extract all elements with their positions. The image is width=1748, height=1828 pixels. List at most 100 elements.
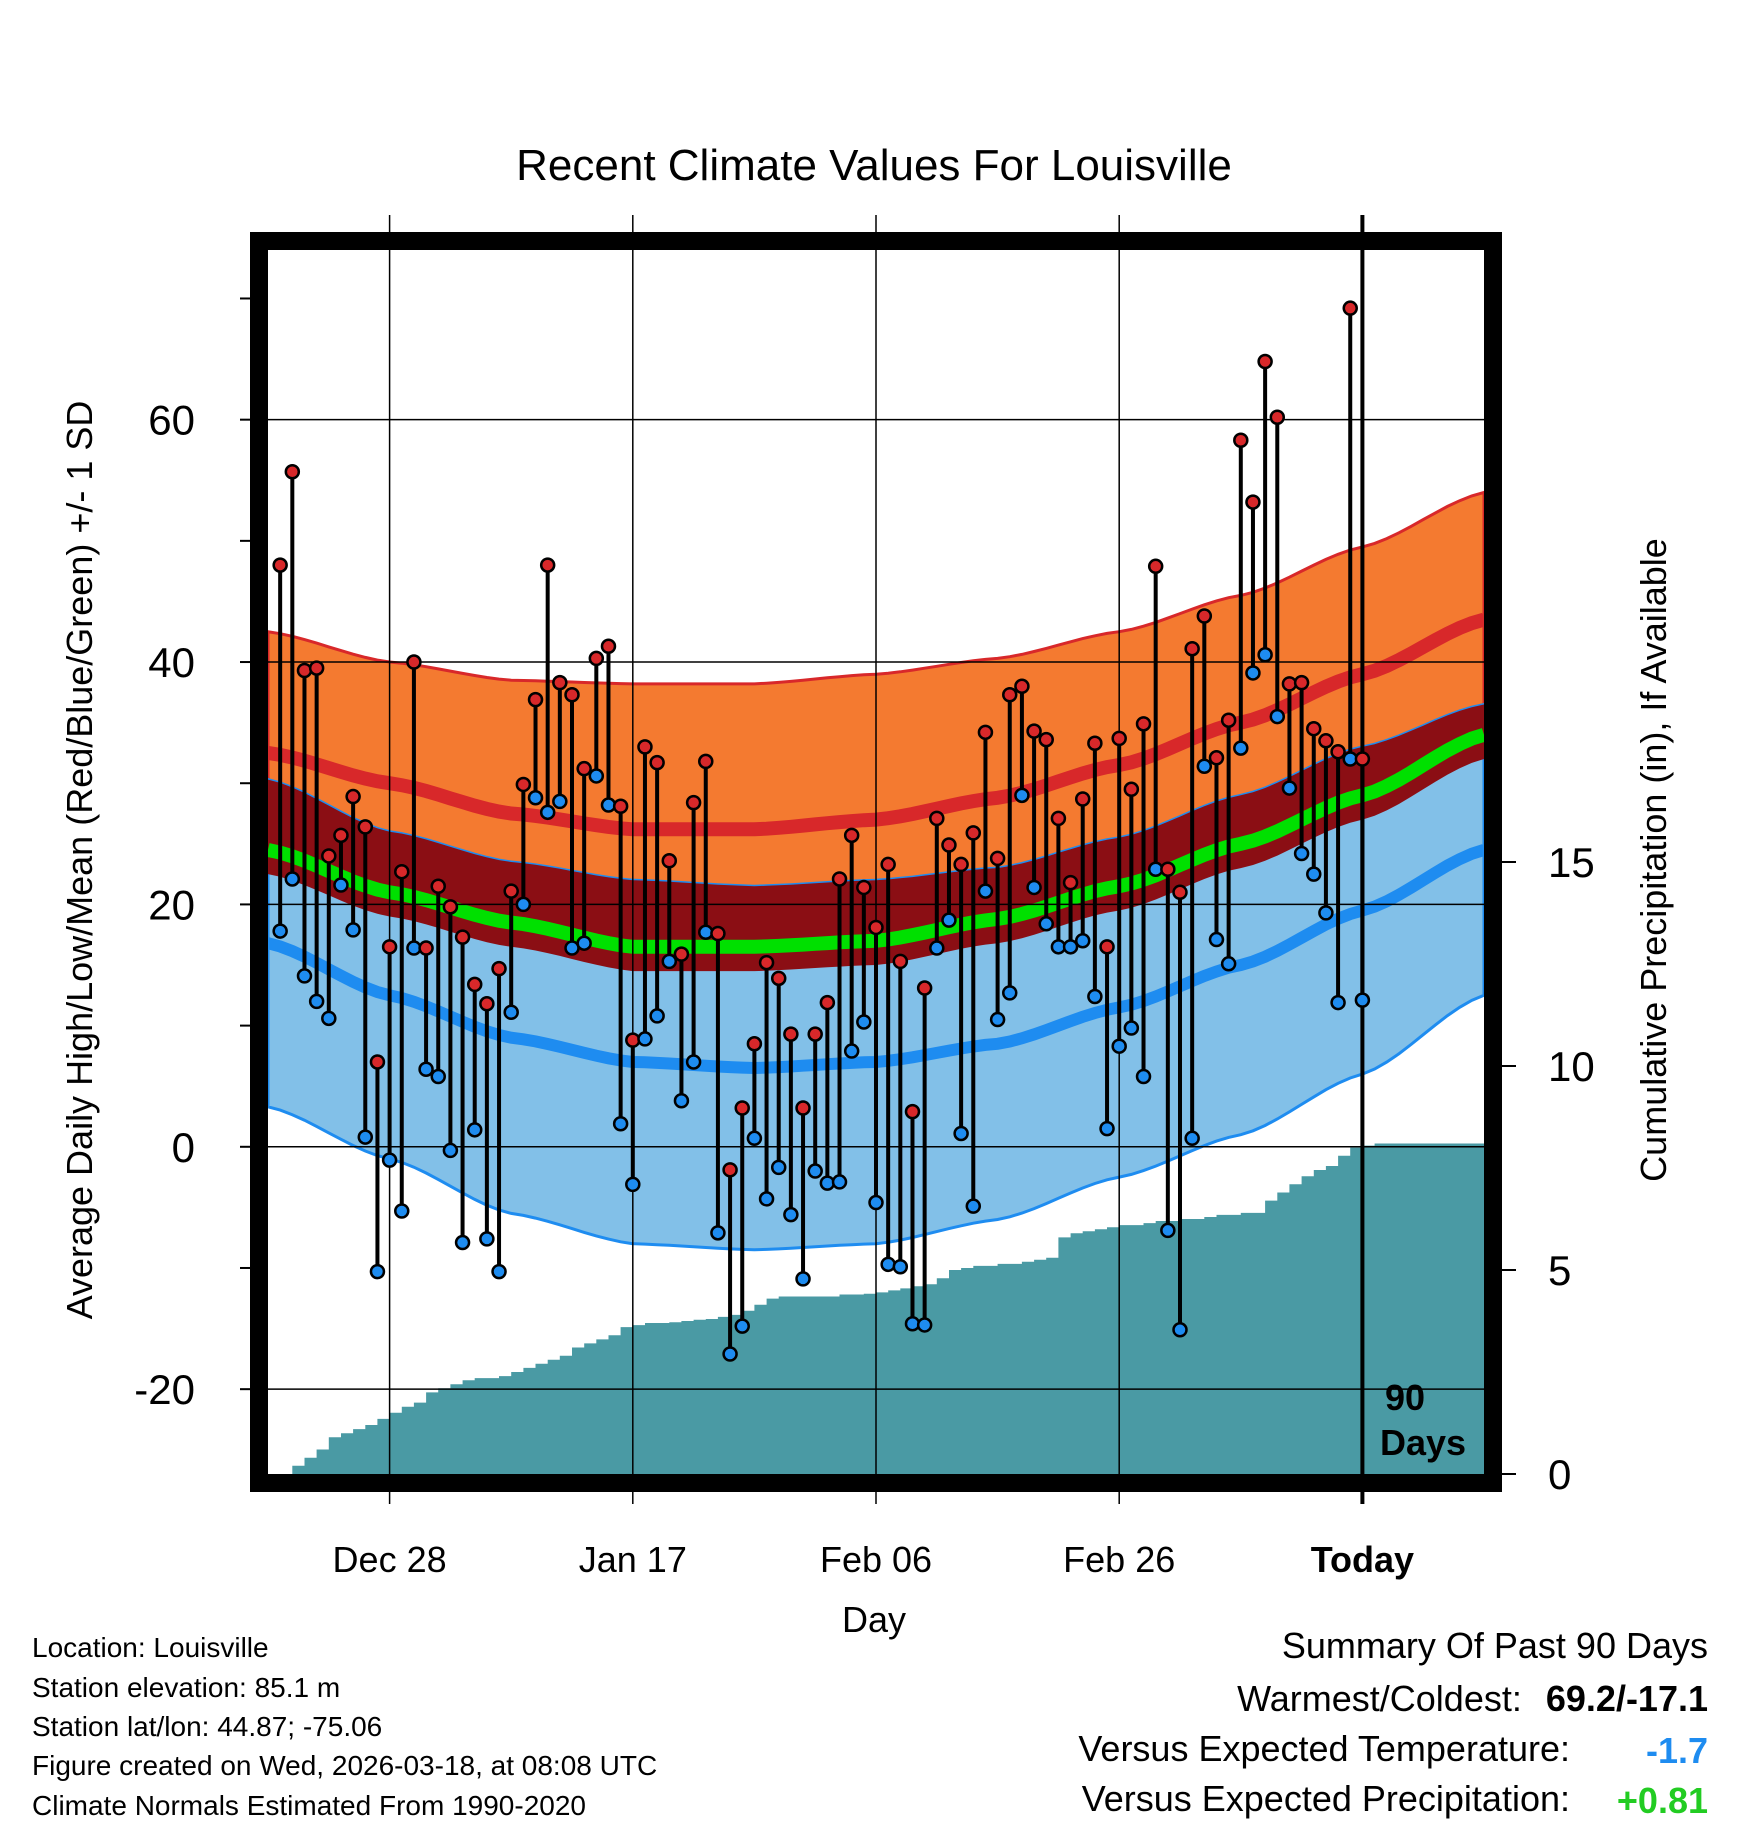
low-point xyxy=(758,1191,775,1207)
low-point xyxy=(807,1163,823,1179)
low-point xyxy=(856,1014,872,1030)
high-point xyxy=(1306,720,1322,737)
x-tick-label: Dec 28 xyxy=(333,1539,447,1580)
low-point xyxy=(989,1011,1006,1028)
high-point xyxy=(673,946,690,962)
high-point xyxy=(710,925,726,942)
high-point xyxy=(831,871,848,887)
high-point xyxy=(394,863,410,880)
low-point xyxy=(1184,1130,1200,1147)
low-point xyxy=(539,804,556,821)
high-point xyxy=(1050,810,1067,827)
low-point xyxy=(588,768,605,784)
low-point xyxy=(1269,708,1286,725)
low-point xyxy=(1233,740,1249,756)
high-point xyxy=(661,853,678,869)
high-point xyxy=(989,850,1006,867)
high-point xyxy=(479,996,495,1012)
high-point xyxy=(685,794,702,811)
high-point xyxy=(1245,494,1261,510)
high-point xyxy=(1099,939,1115,955)
high-point xyxy=(503,883,519,899)
high-point xyxy=(1233,432,1249,449)
high-point xyxy=(1330,743,1346,760)
high-point xyxy=(1123,781,1140,798)
low-point xyxy=(479,1231,495,1247)
low-point xyxy=(1099,1120,1115,1137)
high-point xyxy=(442,899,459,915)
high-point xyxy=(1269,409,1286,425)
low-point xyxy=(722,1346,738,1362)
high-point xyxy=(466,976,483,993)
low-point xyxy=(308,993,325,1010)
low-point xyxy=(916,1317,933,1333)
high-point xyxy=(1172,884,1188,901)
low-point xyxy=(929,940,945,956)
low-point xyxy=(977,883,994,899)
low-point xyxy=(710,1225,726,1241)
y2-tick-label: 10 xyxy=(1548,1043,1595,1090)
precip-anomaly-label: Versus Expected Precipitation: xyxy=(1081,1778,1570,1819)
low-point xyxy=(1111,1038,1127,1054)
today-days-label: 90 xyxy=(1385,1377,1425,1418)
warm-cold-value: 69.2/-17.1 xyxy=(1545,1678,1708,1719)
high-point xyxy=(1160,861,1176,878)
high-point xyxy=(418,940,434,956)
high-point xyxy=(576,760,592,777)
high-point xyxy=(916,980,933,996)
high-point xyxy=(406,654,422,670)
low-point xyxy=(369,1263,386,1280)
high-point xyxy=(1135,716,1152,732)
high-point xyxy=(819,994,836,1011)
high-point xyxy=(369,1054,386,1070)
today-days-label-2: Days xyxy=(1380,1422,1466,1463)
warm-cold-label: Warmest/Coldest: xyxy=(1237,1678,1522,1719)
high-point xyxy=(1147,558,1164,575)
low-point xyxy=(637,1031,653,1047)
low-point xyxy=(673,1092,690,1109)
low-point xyxy=(734,1318,750,1334)
high-point xyxy=(1184,640,1200,657)
high-point xyxy=(1026,723,1042,739)
low-point xyxy=(1002,985,1018,1001)
high-point xyxy=(308,660,325,676)
low-point xyxy=(418,1061,434,1077)
high-point xyxy=(527,691,544,708)
low-point xyxy=(770,1159,787,1176)
x-tick-label: Feb 26 xyxy=(1063,1539,1175,1580)
low-point xyxy=(1208,931,1225,948)
low-point xyxy=(1245,665,1261,681)
low-point xyxy=(1087,988,1103,1005)
high-point xyxy=(953,856,969,873)
high-point xyxy=(698,753,714,770)
high-point xyxy=(795,1100,811,1116)
y-tick-label: -20 xyxy=(134,1366,195,1413)
low-point xyxy=(333,877,349,893)
low-point xyxy=(746,1130,763,1147)
high-point xyxy=(612,798,629,815)
high-point xyxy=(1342,300,1358,316)
summary-title: Summary Of Past 90 Days xyxy=(1281,1625,1708,1666)
low-point xyxy=(1257,647,1273,663)
low-point xyxy=(625,1176,641,1193)
low-point xyxy=(868,1194,884,1211)
low-point xyxy=(685,1054,702,1070)
high-point xyxy=(284,464,301,480)
meta-created: Figure created on Wed, 2026-03-18, at 08… xyxy=(32,1750,658,1781)
high-point xyxy=(856,879,872,896)
high-point xyxy=(345,788,361,805)
low-point xyxy=(576,935,592,951)
high-point xyxy=(381,939,398,955)
low-point xyxy=(1074,933,1091,949)
meta-normals: Climate Normals Estimated From 1990-2020 xyxy=(32,1790,586,1821)
y-tick-label: 40 xyxy=(148,639,195,686)
low-point xyxy=(1123,1020,1140,1036)
temp-anomaly-value: -1.7 xyxy=(1645,1730,1708,1771)
high-point xyxy=(333,827,349,844)
low-point xyxy=(880,1256,896,1273)
x-axis-label: Day xyxy=(842,1599,906,1640)
high-point xyxy=(965,825,982,841)
precip-anomaly-value: +0.81 xyxy=(1616,1780,1708,1821)
high-point xyxy=(904,1103,921,1120)
